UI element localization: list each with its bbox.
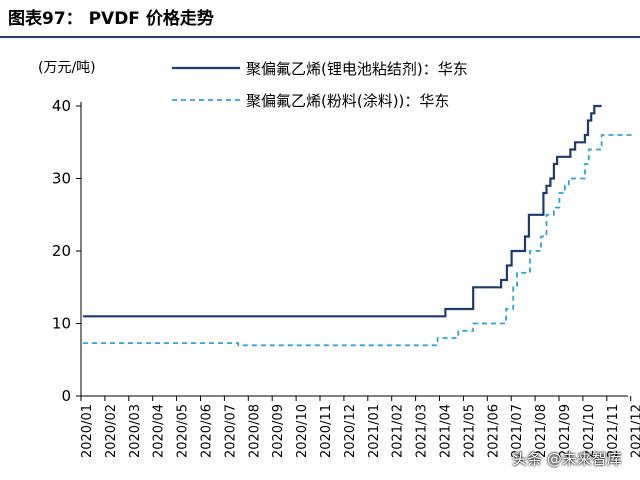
y-tick-label: 10 (52, 315, 71, 333)
x-tick-label: 2021/05 (462, 404, 477, 458)
y-axis-label: (万元/吨) (38, 60, 96, 76)
y-tick-label: 0 (61, 387, 71, 405)
x-tick-label: 2021/11 (606, 404, 621, 458)
title-divider (0, 36, 640, 38)
axes: 0 10 20 30 40 2020/01 2020/02 2020/03 2020/04 202… (52, 97, 640, 458)
x-tick-label: 2021/03 (415, 404, 430, 458)
legend-label-1: 聚偏氟乙烯(锂电池粘结剂)：华东 (246, 60, 468, 78)
x-tick-label: 2020/09 (271, 404, 286, 458)
y-tick-label: 30 (52, 170, 71, 188)
x-tick-label: 2020/01 (80, 404, 95, 458)
x-tick-label: 2020/05 (176, 404, 191, 458)
x-tick-label: 2021/09 (558, 404, 573, 458)
x-tick-label: 2021/01 (367, 404, 382, 458)
x-tick-label: 2020/02 (104, 404, 119, 458)
x-tick-label: 2020/08 (247, 404, 262, 458)
x-tick-label: 2021/04 (439, 404, 454, 458)
x-tick-label: 2020/06 (200, 404, 215, 458)
x-tick-label: 2021/08 (534, 404, 549, 458)
x-tick-label: 2021/06 (486, 404, 501, 458)
x-tick-label: 2020/12 (343, 404, 358, 458)
x-tick-label: 2021/07 (510, 404, 525, 458)
y-tick-label: 20 (52, 242, 71, 260)
y-tick-label: 40 (52, 97, 71, 115)
series-layer (83, 104, 633, 347)
x-tick-label: 2020/10 (295, 404, 310, 458)
x-tick-label: 2021/10 (582, 404, 597, 458)
series-line-1 (83, 104, 602, 318)
series-line-2 (83, 134, 633, 347)
x-tick-label: 2021/02 (391, 404, 406, 458)
x-tick-label: 2020/04 (152, 404, 167, 458)
x-tick-label: 2020/03 (128, 404, 143, 458)
x-tick-label: 2020/07 (223, 404, 238, 458)
watermark-text: 头条 @未来智库 (512, 450, 622, 468)
x-tick-label: 2021/12 (630, 404, 640, 458)
legend-label-2: 聚偏氟乙烯(粉料(涂料))：华东 (246, 92, 449, 110)
page-title: 图表97： PVDF 价格走势 (8, 9, 214, 29)
x-tick-label: 2020/11 (319, 404, 334, 458)
